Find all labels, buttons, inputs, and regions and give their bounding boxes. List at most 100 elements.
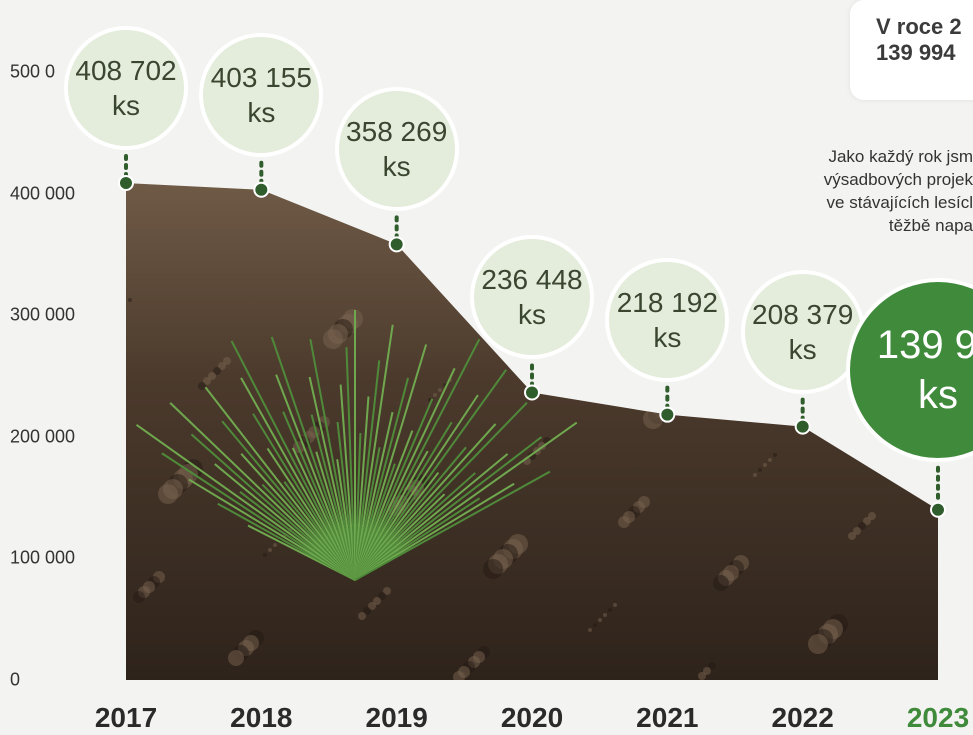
point bbox=[930, 501, 946, 518]
callout-line: 139 994 bbox=[876, 40, 956, 66]
soil-grain bbox=[753, 473, 757, 477]
soil-grain bbox=[128, 298, 132, 302]
needle bbox=[161, 452, 356, 581]
point bbox=[118, 175, 134, 192]
value-bubble: 403 155 ks bbox=[199, 32, 324, 157]
needle bbox=[310, 414, 356, 581]
soil-grain bbox=[613, 603, 617, 607]
soil-grain bbox=[768, 458, 772, 462]
y-tick-label: 500 0 bbox=[10, 61, 56, 82]
needle bbox=[354, 324, 394, 581]
needle bbox=[270, 336, 356, 581]
needle bbox=[354, 367, 456, 581]
value-bubble: 218 192 ks bbox=[605, 257, 730, 382]
needle bbox=[354, 446, 467, 581]
soil-grain bbox=[268, 548, 272, 552]
soil-grain bbox=[198, 382, 206, 390]
soil-grain bbox=[773, 453, 777, 457]
y-tick-label: 100 000 bbox=[10, 547, 76, 568]
needle bbox=[308, 376, 356, 581]
needle bbox=[190, 433, 356, 581]
point bbox=[794, 418, 811, 435]
needle bbox=[221, 420, 356, 581]
y-tick-label: 300 000 bbox=[10, 304, 76, 325]
soil-grain bbox=[708, 662, 716, 670]
needle bbox=[339, 384, 356, 581]
x-tick-label: 2021 bbox=[636, 702, 699, 733]
soil-grain bbox=[273, 543, 277, 547]
soil-grain bbox=[378, 592, 386, 600]
needle bbox=[214, 463, 356, 581]
soil-grain bbox=[363, 607, 371, 615]
soil-grain bbox=[158, 484, 178, 504]
needle bbox=[354, 453, 509, 581]
value-bubble: 208 379 ks bbox=[740, 269, 865, 394]
callout: V roce 2 139 994 bbox=[850, 0, 973, 100]
needle bbox=[354, 421, 578, 581]
soil-grain bbox=[698, 672, 706, 680]
x-tick-label: 2018 bbox=[230, 702, 293, 733]
needle bbox=[354, 338, 481, 581]
value-bubble: 236 448 ks bbox=[470, 235, 594, 360]
needle bbox=[354, 421, 453, 581]
soil-grain bbox=[848, 532, 856, 540]
point bbox=[253, 181, 270, 198]
needle bbox=[309, 338, 356, 581]
x-tick-label: 2020 bbox=[500, 702, 564, 733]
needle bbox=[354, 398, 434, 581]
needle bbox=[135, 424, 356, 581]
needle bbox=[354, 394, 479, 581]
needle bbox=[354, 482, 515, 581]
value-bubble: 408 702 ks bbox=[64, 26, 188, 151]
soil-grain bbox=[588, 628, 592, 632]
soil-grain bbox=[618, 516, 630, 528]
needle bbox=[354, 344, 428, 581]
value-bubble: 358 269 ks bbox=[334, 87, 459, 212]
soil-grain bbox=[208, 372, 216, 380]
soil-grain bbox=[133, 591, 145, 603]
needle bbox=[240, 453, 356, 581]
soil-grain bbox=[433, 393, 437, 397]
soil-grain bbox=[228, 650, 244, 666]
x-tick-label: 2023 bbox=[906, 702, 970, 733]
soil-grain bbox=[373, 597, 381, 605]
soil-grain bbox=[438, 388, 442, 392]
point bbox=[388, 236, 405, 253]
needle bbox=[354, 369, 508, 581]
needle bbox=[354, 436, 543, 581]
soil-grain bbox=[643, 409, 663, 429]
annotation-line: Jako každý rok jsm bbox=[828, 147, 973, 166]
soil-grain bbox=[593, 623, 597, 627]
needle bbox=[169, 402, 356, 581]
needle bbox=[188, 478, 356, 581]
soil-grain bbox=[868, 512, 876, 520]
needle bbox=[354, 411, 394, 581]
soil-grain bbox=[203, 377, 211, 385]
soil-grain bbox=[598, 618, 602, 622]
soil-grain bbox=[808, 634, 828, 654]
soil-grain bbox=[223, 357, 231, 365]
callout-line: V roce 2 bbox=[876, 14, 962, 39]
soil-grain bbox=[763, 463, 767, 467]
needle bbox=[252, 413, 356, 581]
soil-grain bbox=[758, 468, 762, 472]
soil-grain bbox=[483, 559, 503, 579]
point bbox=[524, 384, 540, 401]
soil-grain bbox=[608, 608, 612, 612]
needle bbox=[354, 401, 528, 581]
annotation: Jako každý rok jsm výsadbových projek ve s… bbox=[824, 146, 973, 238]
needle bbox=[240, 377, 356, 581]
soil-grain bbox=[863, 517, 871, 525]
needle bbox=[354, 470, 551, 581]
needle bbox=[354, 377, 410, 581]
needle bbox=[275, 374, 356, 581]
annotation-line: výsadbových projek bbox=[823, 169, 973, 189]
y-tick-label: 200 000 bbox=[10, 426, 76, 447]
soil-grain bbox=[213, 367, 221, 375]
needle bbox=[354, 360, 381, 581]
soil-grain bbox=[368, 602, 376, 610]
x-tick-label: 2017 bbox=[94, 702, 158, 733]
annotation-line: těžbě napa bbox=[888, 215, 973, 235]
soil-grain bbox=[263, 553, 267, 557]
